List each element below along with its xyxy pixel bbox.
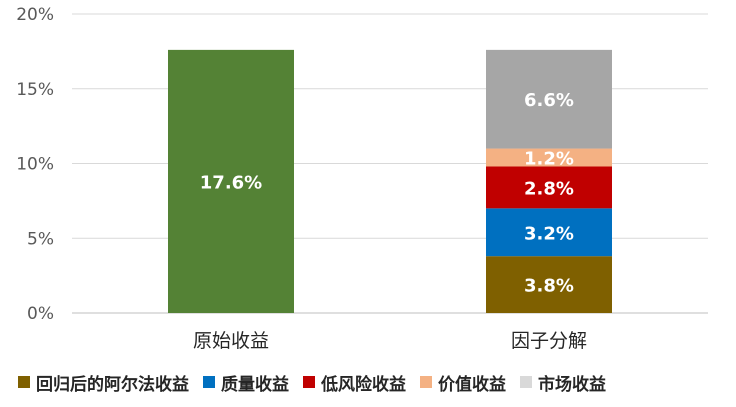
legend-item: 回归后的阿尔法收益 — [18, 370, 189, 395]
legend-label: 市场收益 — [538, 374, 606, 395]
x-axis-categories: 原始收益 因子分解 — [193, 330, 587, 352]
data-label: 2.8% — [524, 178, 574, 199]
y-tick-label: 0% — [27, 304, 54, 324]
bars: 17.6% 3.8% 3.2% 2.8% 1.2% 6.6% — [168, 49, 612, 313]
legend-label: 质量收益 — [221, 374, 289, 395]
stacked-bar-chart: 0%5%10%15%20% 17.6%3.8%3.2%2.8%1.2%6.6% … — [16, 5, 708, 352]
legend-item: 质量收益 — [203, 370, 289, 395]
legend-swatch — [203, 376, 215, 388]
legend-item: 市场收益 — [520, 370, 606, 395]
legend-label: 价值收益 — [438, 374, 506, 395]
legend-swatch — [303, 376, 315, 388]
data-label: 6.6% — [524, 90, 574, 111]
y-tick-label: 15% — [16, 80, 54, 100]
legend-swatch — [18, 376, 30, 388]
legend-swatch — [520, 376, 532, 388]
y-axis-ticks: 0% 5% 10% 15% 20% — [16, 5, 54, 324]
legend: 回归后的阿尔法收益 质量收益 低风险收益 价值收益 市场收益 — [18, 368, 730, 396]
legend-label: 低风险收益 — [321, 374, 406, 395]
data-label: 17.6% — [200, 172, 262, 193]
legend-swatch — [420, 376, 432, 388]
data-label: 3.2% — [524, 223, 574, 244]
gridlines — [72, 13, 708, 314]
x-category-label: 原始收益 — [193, 330, 269, 352]
data-label: 3.8% — [524, 276, 574, 297]
legend-label: 回归后的阿尔法收益 — [36, 374, 189, 395]
bar-segment — [168, 49, 294, 313]
bar-segment — [486, 208, 612, 257]
legend-item: 价值收益 — [420, 370, 506, 395]
legend-item: 低风险收益 — [303, 370, 406, 395]
bar-segment — [486, 166, 612, 209]
x-category-label: 因子分解 — [511, 330, 587, 352]
y-tick-label: 5% — [27, 229, 54, 249]
y-tick-label: 20% — [16, 5, 54, 25]
bar-segment — [486, 49, 612, 149]
bar-segment — [486, 148, 612, 167]
data-label: 1.2% — [524, 149, 574, 170]
bar-segment — [486, 256, 612, 313]
y-tick-label: 10% — [16, 155, 54, 175]
